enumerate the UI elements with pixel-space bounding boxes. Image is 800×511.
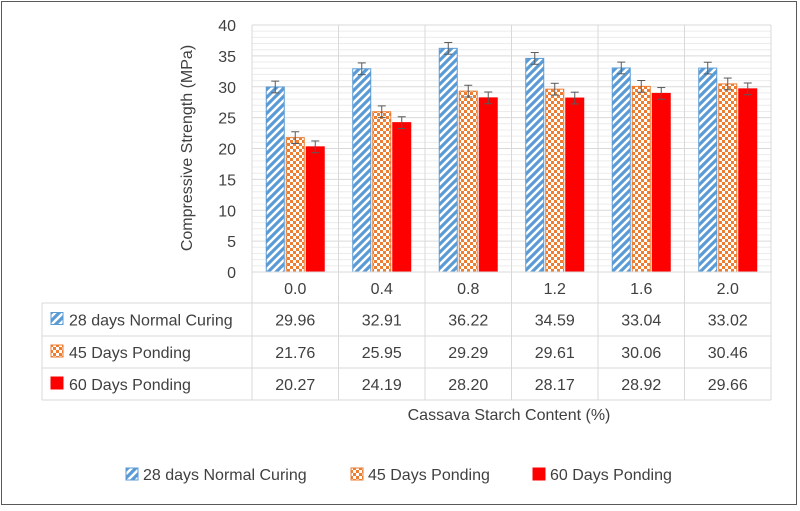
y-tick-label: 0 [227,265,236,282]
x-tick-label: 0.4 [371,281,393,298]
data-label: 30.06 [621,345,661,362]
bar [565,97,585,273]
data-label: 29.66 [708,377,748,394]
x-tick-label: 2.0 [717,281,739,298]
bar [438,47,458,273]
y-tick-label: 15 [218,172,236,189]
y-tick-label: 25 [218,111,236,128]
data-label: 20.27 [275,377,315,394]
x-tick-label: 1.2 [544,281,566,298]
bar [545,88,565,273]
data-label: 30.46 [708,345,748,362]
row-legend-key [50,312,64,325]
bar [265,86,285,273]
legend-key [532,467,546,481]
data-label: 29.61 [535,345,575,362]
data-label: 34.59 [535,313,575,330]
legend-label: 60 Days Ponding [550,467,672,484]
x-tick-label: 0.8 [457,281,479,298]
y-axis-ticks: 0 5 10 15 20 25 30 35 40 [218,18,236,282]
data-label: 29.96 [275,313,315,330]
x-tick-label: 1.6 [630,281,652,298]
bar [285,137,305,273]
bar [738,88,758,273]
bar [478,97,498,273]
legend: 28 days Normal Curing 45 Days Ponding 60 D… [125,467,672,484]
data-label: 24.19 [362,377,402,394]
row-series-name: 45 Days Ponding [69,345,191,362]
bar [651,92,671,273]
row-series-name: 28 days Normal Curing [69,313,233,330]
legend-key [125,467,139,481]
bar [698,67,718,273]
data-label: 25.95 [362,345,402,362]
data-label: 36.22 [448,313,488,330]
bar [718,83,738,273]
data-label: 33.02 [708,313,748,330]
bar [611,67,631,273]
y-tick-label: 35 [218,49,236,66]
x-axis-label: Cassava Starch Content (%) [408,407,611,424]
bar [352,68,372,273]
bar [631,85,651,273]
y-axis-label: Compressive Strength (MPa) [179,45,196,251]
data-label: 28.20 [448,377,488,394]
data-table: 0.0 0.4 0.8 1.2 1.6 2.0 28 days Normal Curing 2… [41,25,772,401]
data-label: 21.76 [275,345,315,362]
bar [525,57,545,273]
y-tick-label: 40 [218,18,236,35]
legend-label: 28 days Normal Curing [143,467,307,484]
data-label: 29.29 [448,345,488,362]
y-tick-label: 5 [227,234,236,251]
y-tick-label: 10 [218,203,236,220]
bar [458,90,478,273]
row-series-name: 60 Days Ponding [69,377,191,394]
y-tick-label: 20 [218,142,236,159]
bars [265,41,758,273]
data-label: 28.17 [535,377,575,394]
bar [372,111,392,273]
row-legend-key [50,344,64,358]
bar [392,122,412,273]
bar [305,146,325,273]
data-label: 33.04 [621,313,661,330]
data-label: 28.92 [621,377,661,394]
data-label: 32.91 [362,313,402,330]
y-tick-label: 30 [218,80,236,97]
legend-key [350,467,364,481]
x-tick-label: 0.0 [284,281,306,298]
row-legend-key [50,376,64,390]
legend-label: 45 Days Ponding [368,467,490,484]
